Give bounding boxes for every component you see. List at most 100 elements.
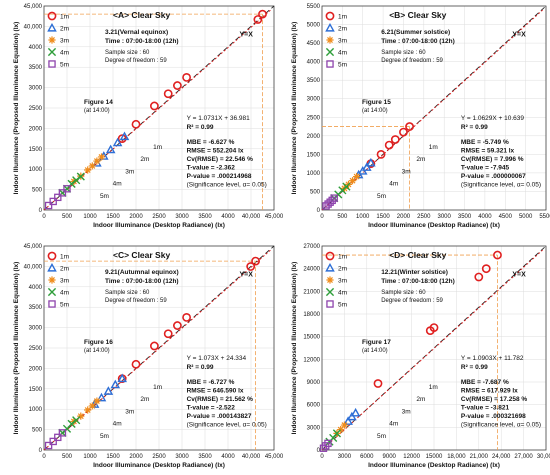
data-point [348, 177, 357, 185]
callout-label: 4m [113, 421, 122, 428]
x-tick-label: 5000 [519, 214, 533, 220]
x-tick-label: 2000 [397, 214, 411, 220]
panel-date: 9.21(Autumnal equinox) [105, 269, 179, 276]
data-point [324, 439, 332, 448]
y-tick-label: 500 [32, 428, 43, 434]
x-tick-label: 40,000 [242, 214, 261, 220]
stat-line: T-value = -2.362 [187, 165, 236, 172]
y-tick-label: 2000 [29, 366, 43, 372]
data-point [399, 127, 408, 137]
data-point [49, 197, 57, 206]
x-tick-label: 45,000 [265, 454, 284, 460]
data-point [117, 373, 127, 383]
y-tick-label: 3500 [29, 65, 43, 71]
figure-time: (at 14:00) [84, 108, 110, 114]
y-tick-label: 1500 [29, 387, 43, 393]
legend-label: 1m [338, 254, 347, 261]
figure-time: (at 14:00) [362, 108, 388, 114]
panel-dof: Degree of freedom : 59 [105, 58, 167, 64]
stat-line: (Significance level, α= 0.05) [461, 182, 541, 189]
callout-label: 2m [416, 156, 425, 163]
y-tick-label: 0 [39, 208, 43, 214]
y-tick-label: 4000 [307, 60, 321, 66]
panel-date: 3.21(Vernal equinox) [105, 29, 168, 36]
x-tick-label: 2000 [129, 454, 143, 460]
panel-time: Time : 07:00-18:00 (12h) [381, 38, 455, 45]
y-tick-label: 4000 [29, 285, 43, 291]
legend-marker [325, 262, 335, 272]
plot-frame [43, 245, 275, 451]
x-tick-label: 0 [320, 454, 324, 460]
data-point [63, 185, 71, 193]
data-point [362, 162, 372, 171]
y-tick-label: 3500 [307, 78, 321, 84]
panel-d: 0 3000 6000 9000 12000 15000 18,000 21,000 24,00… [291, 244, 550, 469]
data-point [481, 264, 491, 274]
data-point [96, 392, 107, 402]
data-point [97, 153, 106, 161]
data-point [88, 162, 96, 170]
y-tick-label: 24000 [303, 267, 320, 273]
legend-label: 2m [60, 26, 69, 33]
legend-marker [47, 287, 57, 297]
y-tick-label: 45,000 [24, 4, 43, 10]
data-point [84, 406, 92, 414]
data-point [84, 166, 92, 174]
panel-time: Time : 07:00-18:00 (12h) [381, 278, 455, 285]
data-point [88, 402, 96, 410]
x-axis-label: Indoor Illuminance (Desktop Radiance) (l… [368, 222, 500, 229]
y-tick-label: 1500 [29, 147, 43, 153]
figure-ref: Figure 16 [84, 339, 113, 346]
legend-marker [48, 60, 56, 68]
fit-r2: R² = 0.99 [187, 364, 214, 371]
x-tick-label: 4000 [221, 214, 235, 220]
x-tick-label: 15000 [426, 454, 443, 460]
stat-line: RMSE = 552.204 lx [187, 148, 244, 155]
stat-line: MBE = -7.687 % [461, 379, 509, 386]
series-4m [58, 172, 85, 197]
y-tick-label: 3500 [29, 305, 43, 311]
panel-date: 6.21(Summer solstice) [381, 29, 450, 36]
x-tick-label: 18,000 [447, 454, 466, 460]
data-point [54, 193, 62, 202]
stat-line: MBE = -6.627 % [187, 139, 235, 146]
y-tick-label: 21000 [303, 289, 320, 295]
stat-line: P-value = .000321698 [461, 413, 526, 420]
figure-time: (at 14:00) [84, 348, 110, 354]
x-tick-label: 1000 [83, 214, 97, 220]
legend-marker [47, 11, 57, 21]
data-point [340, 421, 348, 429]
callout-label: 1m [429, 144, 438, 151]
data-point [474, 272, 484, 282]
y-tick-label: 2000 [307, 134, 321, 140]
panel-dof: Degree of freedom : 59 [381, 298, 443, 304]
data-point [105, 144, 116, 154]
legend-marker [326, 300, 334, 308]
legend-marker [47, 22, 57, 32]
series-2m [343, 407, 361, 425]
data-point [258, 9, 267, 19]
data-point [330, 194, 338, 202]
panel-b: 0 500 1000 1500 2000 2500 3000 3500 4000 4500 5000… [291, 4, 550, 229]
stat-line: Cv(RMSE) = 17.258 % [461, 396, 528, 403]
data-point [405, 122, 414, 131]
series-1m [366, 122, 414, 169]
panel-a: 0 500 1000 1500 2000 2500 3000 3500 4000 40,000 45… [13, 4, 284, 229]
legend-marker [326, 36, 334, 44]
x-tick-label: 500 [337, 214, 348, 220]
x-tick-label: 500 [62, 214, 73, 220]
data-point [93, 157, 101, 165]
x-tick-label: 21,000 [470, 454, 489, 460]
legend-label: 1m [60, 254, 69, 261]
legend-label: 4m [60, 50, 69, 57]
data-point [110, 379, 121, 389]
y-tick-label: 15000 [303, 335, 320, 341]
data-point [343, 416, 353, 425]
x-axis-label: Indoor Illuminance (Desktop Radiance) (l… [93, 222, 225, 229]
data-point [253, 15, 263, 24]
legend-marker [326, 276, 334, 284]
legend-label: 3m [60, 278, 69, 285]
x-tick-label: 2500 [152, 454, 166, 460]
y-tick-label: 2500 [29, 106, 43, 112]
y-tick-label: 4000 [29, 45, 43, 51]
